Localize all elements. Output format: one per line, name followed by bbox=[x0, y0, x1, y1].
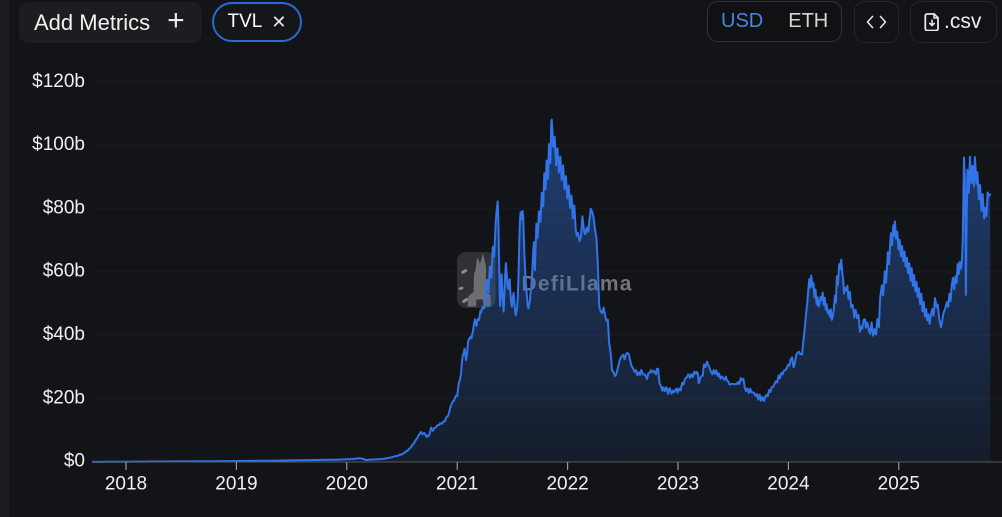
svg-text:2024: 2024 bbox=[767, 474, 810, 495]
svg-text:2025: 2025 bbox=[878, 474, 920, 495]
svg-text:2023: 2023 bbox=[657, 474, 699, 495]
svg-text:2019: 2019 bbox=[215, 474, 257, 495]
svg-text:$40b: $40b bbox=[43, 324, 85, 345]
svg-text:$60b: $60b bbox=[43, 261, 85, 282]
svg-text:2018: 2018 bbox=[105, 474, 147, 495]
svg-text:$20b: $20b bbox=[43, 387, 85, 408]
svg-text:$0: $0 bbox=[64, 451, 85, 472]
svg-text:2021: 2021 bbox=[436, 474, 478, 495]
svg-text:2022: 2022 bbox=[546, 474, 588, 495]
svg-text:$80b: $80b bbox=[43, 197, 85, 218]
svg-text:$120b: $120b bbox=[32, 71, 85, 92]
svg-text:2020: 2020 bbox=[326, 474, 368, 495]
svg-text:$100b: $100b bbox=[32, 134, 85, 155]
